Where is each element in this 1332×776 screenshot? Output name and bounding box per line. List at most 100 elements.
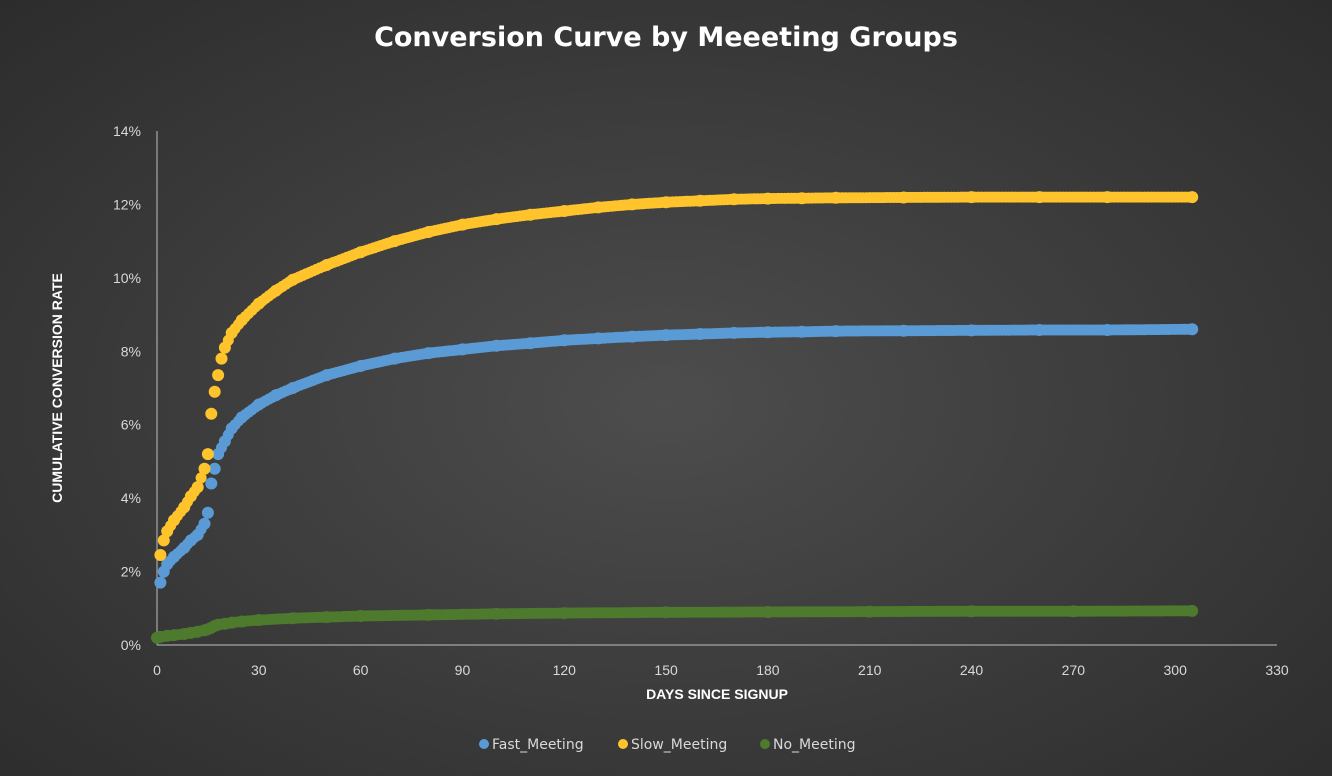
data-point-slow-meeting bbox=[225, 326, 238, 339]
data-point-slow-meeting bbox=[218, 341, 231, 354]
data-point-slow-meeting bbox=[626, 198, 639, 211]
legend-label-slow-meeting: Slow_Meeting bbox=[631, 737, 727, 753]
y-tick-label: 8% bbox=[121, 343, 141, 359]
y-axis-title: CUMULATIVE CONVERSION RATE bbox=[49, 273, 65, 503]
data-point-slow-meeting bbox=[212, 369, 225, 382]
data-point-slow-meeting bbox=[154, 549, 167, 561]
axes bbox=[156, 131, 1277, 646]
x-axis-title: DAYS SINCE SIGNUP bbox=[646, 686, 788, 702]
data-point-no-meeting bbox=[1186, 604, 1199, 617]
data-point-no-meeting bbox=[225, 616, 238, 629]
x-tick-label: 240 bbox=[960, 662, 984, 678]
x-tick-labels: 0 30 60 90 120 150 180 210 240 270 300 330 bbox=[153, 662, 1289, 678]
data-point-fast-meeting bbox=[225, 422, 238, 435]
data-point-slow-meeting bbox=[694, 194, 706, 207]
y-tick-label: 12% bbox=[113, 196, 141, 212]
data-point-slow-meeting bbox=[161, 525, 174, 538]
y-tick-label: 0% bbox=[121, 637, 141, 653]
data-point-slow-meeting bbox=[286, 273, 299, 286]
data-point-slow-meeting bbox=[1186, 191, 1199, 204]
x-tick-label: 120 bbox=[553, 662, 577, 678]
data-point-fast-meeting bbox=[218, 435, 231, 448]
y-tick-labels: 0% 2% 4% 6% 8% 10% 12% 14% bbox=[113, 123, 141, 653]
data-point-no-meeting bbox=[252, 614, 265, 626]
data-point-slow-meeting bbox=[205, 407, 218, 420]
data-point-fast-meeting bbox=[829, 325, 842, 338]
x-tick-label: 150 bbox=[654, 662, 678, 678]
data-point-slow-meeting bbox=[660, 196, 673, 209]
y-tick-label: 10% bbox=[113, 270, 141, 286]
series-slow-meeting bbox=[154, 191, 1199, 561]
data-point-slow-meeting bbox=[354, 246, 367, 259]
data-point-no-meeting bbox=[490, 607, 503, 620]
y-tick-label: 6% bbox=[121, 417, 141, 433]
data-point-no-meeting bbox=[965, 605, 978, 618]
data-point-no-meeting bbox=[761, 606, 774, 618]
data-point-slow-meeting bbox=[829, 191, 842, 204]
data-point-slow-meeting bbox=[1101, 191, 1114, 204]
data-point-fast-meeting bbox=[154, 576, 167, 589]
data-point-fast-meeting bbox=[761, 326, 774, 339]
data-point-no-meeting bbox=[422, 608, 435, 621]
data-point-slow-meeting bbox=[1033, 191, 1046, 204]
data-point-slow-meeting bbox=[422, 226, 435, 238]
data-point-slow-meeting bbox=[456, 218, 469, 231]
data-point-fast-meeting bbox=[354, 360, 367, 372]
data-point-no-meeting bbox=[558, 607, 571, 620]
data-point-fast-meeting bbox=[320, 369, 333, 382]
data-point-fast-meeting bbox=[795, 325, 808, 338]
data-point-slow-meeting bbox=[157, 534, 170, 547]
data-point-no-meeting bbox=[660, 606, 673, 619]
data-point-fast-meeting bbox=[626, 330, 639, 343]
chart-title: Conversion Curve by Meeeting Groups bbox=[374, 22, 958, 53]
data-point-slow-meeting bbox=[191, 481, 204, 494]
data-point-fast-meeting bbox=[1186, 323, 1199, 336]
data-point-fast-meeting bbox=[558, 334, 571, 347]
data-point-fast-meeting bbox=[205, 477, 218, 490]
data-point-no-meeting bbox=[320, 611, 333, 624]
x-tick-label: 90 bbox=[455, 662, 471, 678]
legend-marker-fast-meeting bbox=[479, 739, 489, 749]
data-point-slow-meeting bbox=[198, 462, 211, 475]
x-tick-label: 210 bbox=[858, 662, 882, 678]
data-point-slow-meeting bbox=[201, 448, 214, 461]
x-tick-label: 60 bbox=[353, 662, 369, 678]
data-point-slow-meeting bbox=[168, 514, 180, 527]
series-layer bbox=[151, 191, 1199, 644]
legend-label-fast-meeting: Fast_Meeting bbox=[492, 737, 584, 753]
data-point-fast-meeting bbox=[897, 324, 910, 337]
data-point-fast-meeting bbox=[1101, 324, 1114, 336]
series-trail-fast-meeting bbox=[154, 323, 1195, 589]
data-point-slow-meeting bbox=[235, 314, 248, 327]
data-point-fast-meeting bbox=[728, 326, 740, 339]
data-point-slow-meeting bbox=[897, 191, 910, 204]
data-point-slow-meeting bbox=[208, 385, 221, 398]
data-point-fast-meeting bbox=[456, 343, 469, 356]
data-point-slow-meeting bbox=[965, 191, 978, 204]
data-point-slow-meeting bbox=[388, 235, 401, 248]
data-point-no-meeting bbox=[235, 615, 248, 628]
data-point-fast-meeting bbox=[592, 332, 605, 345]
data-point-fast-meeting bbox=[490, 339, 503, 352]
data-point-slow-meeting bbox=[184, 490, 197, 503]
data-point-slow-meeting bbox=[178, 501, 191, 514]
x-tick-label: 0 bbox=[153, 662, 161, 678]
series-no-meeting bbox=[151, 604, 1199, 644]
data-point-slow-meeting bbox=[728, 193, 740, 206]
legend: Fast_Meeting Slow_Meeting No_Meeting bbox=[479, 737, 855, 753]
x-tick-label: 180 bbox=[756, 662, 780, 678]
data-point-fast-meeting bbox=[388, 352, 401, 365]
data-point-fast-meeting bbox=[660, 329, 673, 342]
data-point-fast-meeting bbox=[208, 462, 221, 475]
data-point-fast-meeting bbox=[212, 448, 225, 461]
data-point-fast-meeting bbox=[235, 411, 248, 424]
data-point-slow-meeting bbox=[252, 297, 265, 310]
data-point-fast-meeting bbox=[201, 506, 214, 519]
data-point-no-meeting bbox=[168, 629, 180, 642]
x-tick-label: 270 bbox=[1062, 662, 1086, 678]
data-point-fast-meeting bbox=[198, 517, 211, 530]
x-tick-label: 30 bbox=[251, 662, 267, 678]
legend-marker-slow-meeting bbox=[618, 739, 628, 749]
